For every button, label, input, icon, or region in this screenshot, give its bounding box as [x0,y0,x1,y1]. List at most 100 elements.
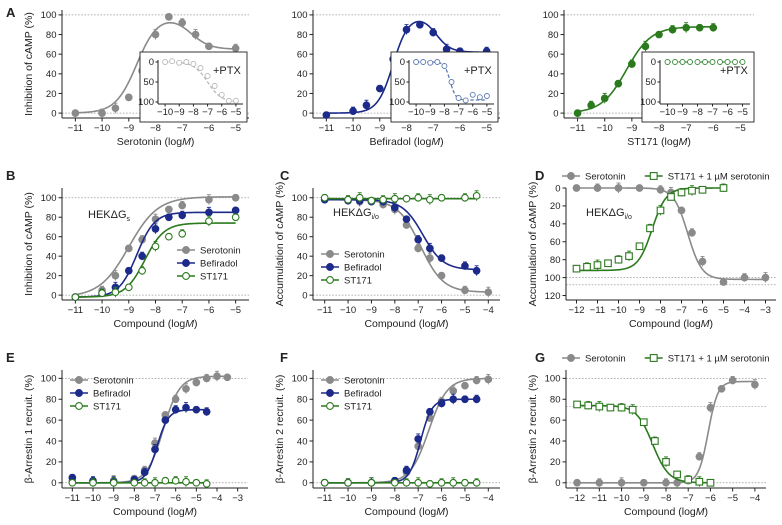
y-tick-label: 40 [550,219,561,230]
x-tick-label: −3 [232,493,243,504]
panel-letter: C [280,168,290,183]
data-point [461,286,469,295]
data-point [437,271,446,280]
y-tick-label: 0 [51,290,56,301]
data-point [437,399,446,408]
legend-label: Serotonin [585,353,626,364]
legend-label: ST171 [344,401,372,412]
x-tick-label: −5 [460,305,471,316]
inset-x-tick-label: −8 [692,107,703,118]
data-point [437,478,446,487]
y-tick-label: 60 [548,50,559,61]
data-point [71,109,80,117]
inset-data-point [232,97,239,104]
data-point [662,478,670,487]
y-tick-label: 40 [297,251,308,262]
cell-line-annotation: HEKΔGi/o [333,207,379,221]
x-tick-label: −4 [483,493,494,504]
inset-plot: −10 −9 −8 −7 −6 −5 0 50 100 +PTX [389,51,499,123]
data-point [367,196,376,205]
x-tick-label: −6 [697,305,708,316]
inset-x-tick-label: −7 [453,107,464,118]
data-point [205,42,213,51]
legend-item: Befiradol [321,262,382,273]
legend-label: Serotonin [93,375,134,386]
x-tick-label: −9 [366,305,377,316]
y-tick-label: 0 [302,478,307,489]
x-tick-label: −11 [590,305,605,316]
y-tick-label: 100 [292,193,308,204]
x-tick-label: −9 [123,123,134,134]
panel-letter: A [6,5,16,20]
x-axis-label-text: Compound (log [113,318,185,330]
data-point [213,372,221,381]
data-point [344,195,352,204]
legend-label: ST171 + 1 µM serotonin [668,171,770,182]
data-point [628,60,636,68]
x-tick-label: −10 [613,493,629,504]
data-point [171,405,180,414]
data-point [178,201,187,210]
data-point [625,252,633,260]
x-tick-label: −11 [317,305,332,316]
data-point [414,193,423,202]
data-point [414,235,423,244]
y-tick-label: 100 [41,193,57,204]
data-point [124,266,133,275]
y-tick-label: 40 [46,251,57,262]
y-axis-label: β-Arrestin 2 recruit. (%) [274,375,286,484]
data-point [646,224,654,233]
data-point [182,259,190,267]
annotation-subscript: s [127,216,131,223]
data-point [656,185,665,194]
data-point [205,195,213,204]
data-point [728,376,737,385]
legend-label: Serotonin [200,245,241,256]
x-tick-label: −11 [570,123,585,134]
inset-data-point [197,65,204,71]
data-point [656,206,665,215]
y-tick-label: 40 [297,436,308,447]
x-axis-label-close: ) [445,506,449,518]
inset-data-point [455,95,462,101]
data-point [649,172,658,180]
x-tick-label: −6 [436,305,447,316]
data-point [667,193,675,201]
y-tick-label: 60 [550,415,561,426]
x-axis-label-text: ST171 (log [627,136,679,148]
inset-data-point [162,59,169,65]
data-point [349,107,357,115]
x-tick-label: −6 [204,305,215,316]
data-point [138,252,146,261]
data-point [191,30,200,39]
data-point [205,217,213,225]
data-point [649,354,658,362]
data-point [178,18,187,27]
x-axis-label-text: Serotonin (log [117,136,183,148]
legend-label: Befiradol [200,258,238,269]
x-axis-label-text: Befiradol (log [369,136,431,148]
data-point [326,376,334,384]
data-point [182,403,190,412]
inset-y-tick-label: 0 [149,57,154,68]
data-point [472,376,481,385]
x-axis-label: Serotonin (logM) [117,136,195,148]
y-tick-label: 100 [41,374,57,385]
inset-data-point [190,61,197,67]
data-point [573,109,582,117]
data-point [165,205,173,214]
x-tick-label: −4 [212,493,223,504]
x-axis-label-unit: M [436,318,445,330]
x-tick-label: −4 [483,305,494,316]
x-tick-label: −9 [123,305,134,316]
x-axis-label-unit: M [701,318,710,330]
x-tick-label: −8 [389,305,400,316]
data-point [202,479,211,488]
x-axis-label-unit: M [185,318,194,330]
x-axis-label-close: ) [194,506,198,518]
cell-line-annotation: HEKΔGi/o [586,207,632,221]
legend-item: ST171 + 1 µM serotonin [644,171,770,182]
inset-data-point [483,93,490,99]
data-point [461,478,469,487]
